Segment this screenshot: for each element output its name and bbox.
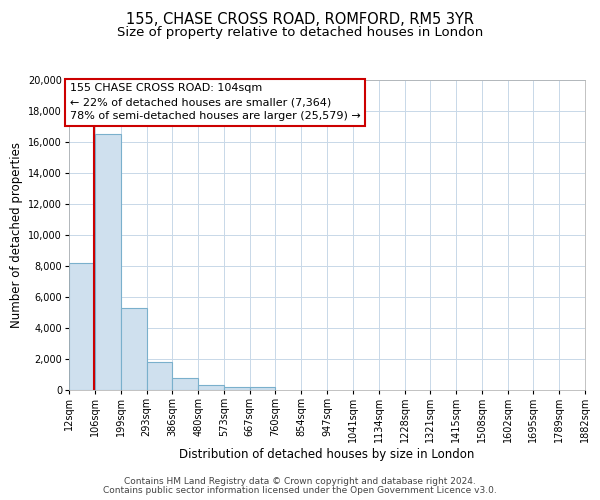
Bar	[146, 362, 172, 390]
Bar	[121, 308, 146, 390]
X-axis label: Distribution of detached houses by size in London: Distribution of detached houses by size …	[179, 448, 475, 461]
Bar	[224, 387, 250, 390]
Text: Contains HM Land Registry data © Crown copyright and database right 2024.: Contains HM Land Registry data © Crown c…	[124, 477, 476, 486]
Text: 155 CHASE CROSS ROAD: 104sqm
← 22% of detached houses are smaller (7,364)
78% of: 155 CHASE CROSS ROAD: 104sqm ← 22% of de…	[70, 83, 361, 121]
Bar	[95, 134, 121, 390]
Y-axis label: Number of detached properties: Number of detached properties	[10, 142, 23, 328]
Bar	[198, 386, 224, 390]
Text: Size of property relative to detached houses in London: Size of property relative to detached ho…	[117, 26, 483, 39]
Text: Contains public sector information licensed under the Open Government Licence v3: Contains public sector information licen…	[103, 486, 497, 495]
Bar	[69, 263, 95, 390]
Text: 155, CHASE CROSS ROAD, ROMFORD, RM5 3YR: 155, CHASE CROSS ROAD, ROMFORD, RM5 3YR	[126, 12, 474, 28]
Bar	[172, 378, 198, 390]
Bar	[250, 387, 275, 390]
